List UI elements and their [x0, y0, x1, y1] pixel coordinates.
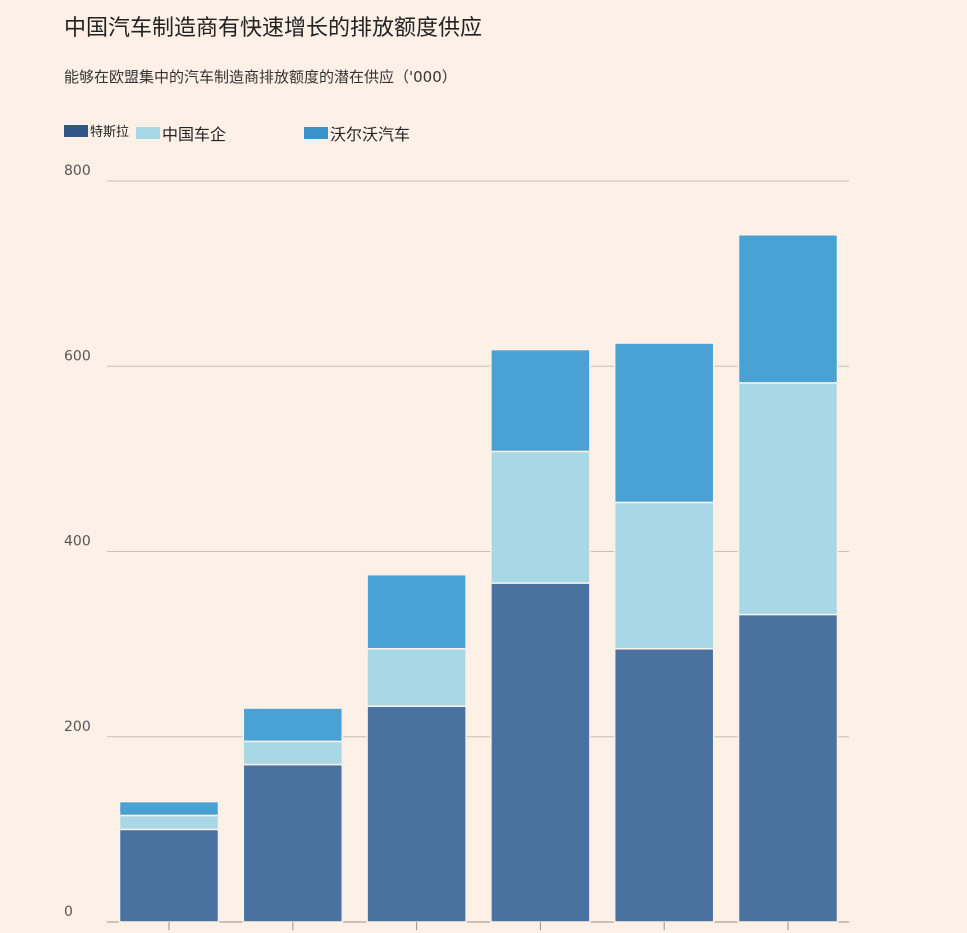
bar-segment-chinese-automakers — [366, 648, 467, 707]
bar-segment-tesla — [118, 828, 220, 923]
bar-segment-tesla — [737, 613, 839, 923]
bar-segment-tesla — [366, 705, 467, 923]
legend-label-tesla: 特斯拉 — [90, 125, 130, 140]
bar-segment-volvo — [366, 573, 467, 650]
y-tick-label: 400 — [64, 534, 91, 550]
bar-segment-volvo — [737, 233, 839, 384]
bar-segment-volvo — [242, 707, 344, 743]
bar-segment-volvo — [490, 348, 591, 453]
y-tick-label: 0 — [64, 904, 73, 920]
legend-swatch-volvo — [304, 127, 328, 139]
bar-segment-chinese-automakers — [118, 814, 220, 831]
y-tick-label: 600 — [64, 348, 91, 364]
bar-segment-volvo — [118, 800, 220, 817]
bar-segment-volvo — [613, 342, 715, 504]
bar-segment-tesla — [242, 763, 344, 923]
bar-segment-chinese-automakers — [490, 450, 591, 584]
legend: 特斯拉 中国车企 沃尔沃汽车 — [0, 121, 967, 144]
y-tick-label: 200 — [64, 719, 91, 735]
legend-item-tesla: 特斯拉 — [64, 121, 129, 140]
legend-swatch-tesla — [64, 124, 88, 137]
bar-segment-chinese-automakers — [242, 740, 344, 766]
legend-item-chinese-automakers: 中国车企 — [136, 121, 226, 145]
bar-segment-chinese-automakers — [613, 501, 715, 650]
y-tick-label: 800 — [64, 163, 91, 179]
chart-title: 中国汽车制造商有快速增长的排放额度供应 — [64, 16, 483, 41]
bar-segment-tesla — [490, 582, 591, 923]
bar-segment-chinese-automakers — [737, 382, 839, 616]
legend-swatch-chinese-automakers — [136, 127, 160, 139]
chart-subtitle: 能够在欧盟集中的汽车制造商排放额度的潜在供应（'000） — [64, 68, 457, 86]
legend-label-volvo: 沃尔沃汽车 — [330, 125, 411, 144]
legend-label-chinese-automakers: 中国车企 — [162, 125, 227, 144]
bar-segment-tesla — [613, 648, 715, 923]
legend-item-volvo: 沃尔沃汽车 — [304, 121, 410, 145]
